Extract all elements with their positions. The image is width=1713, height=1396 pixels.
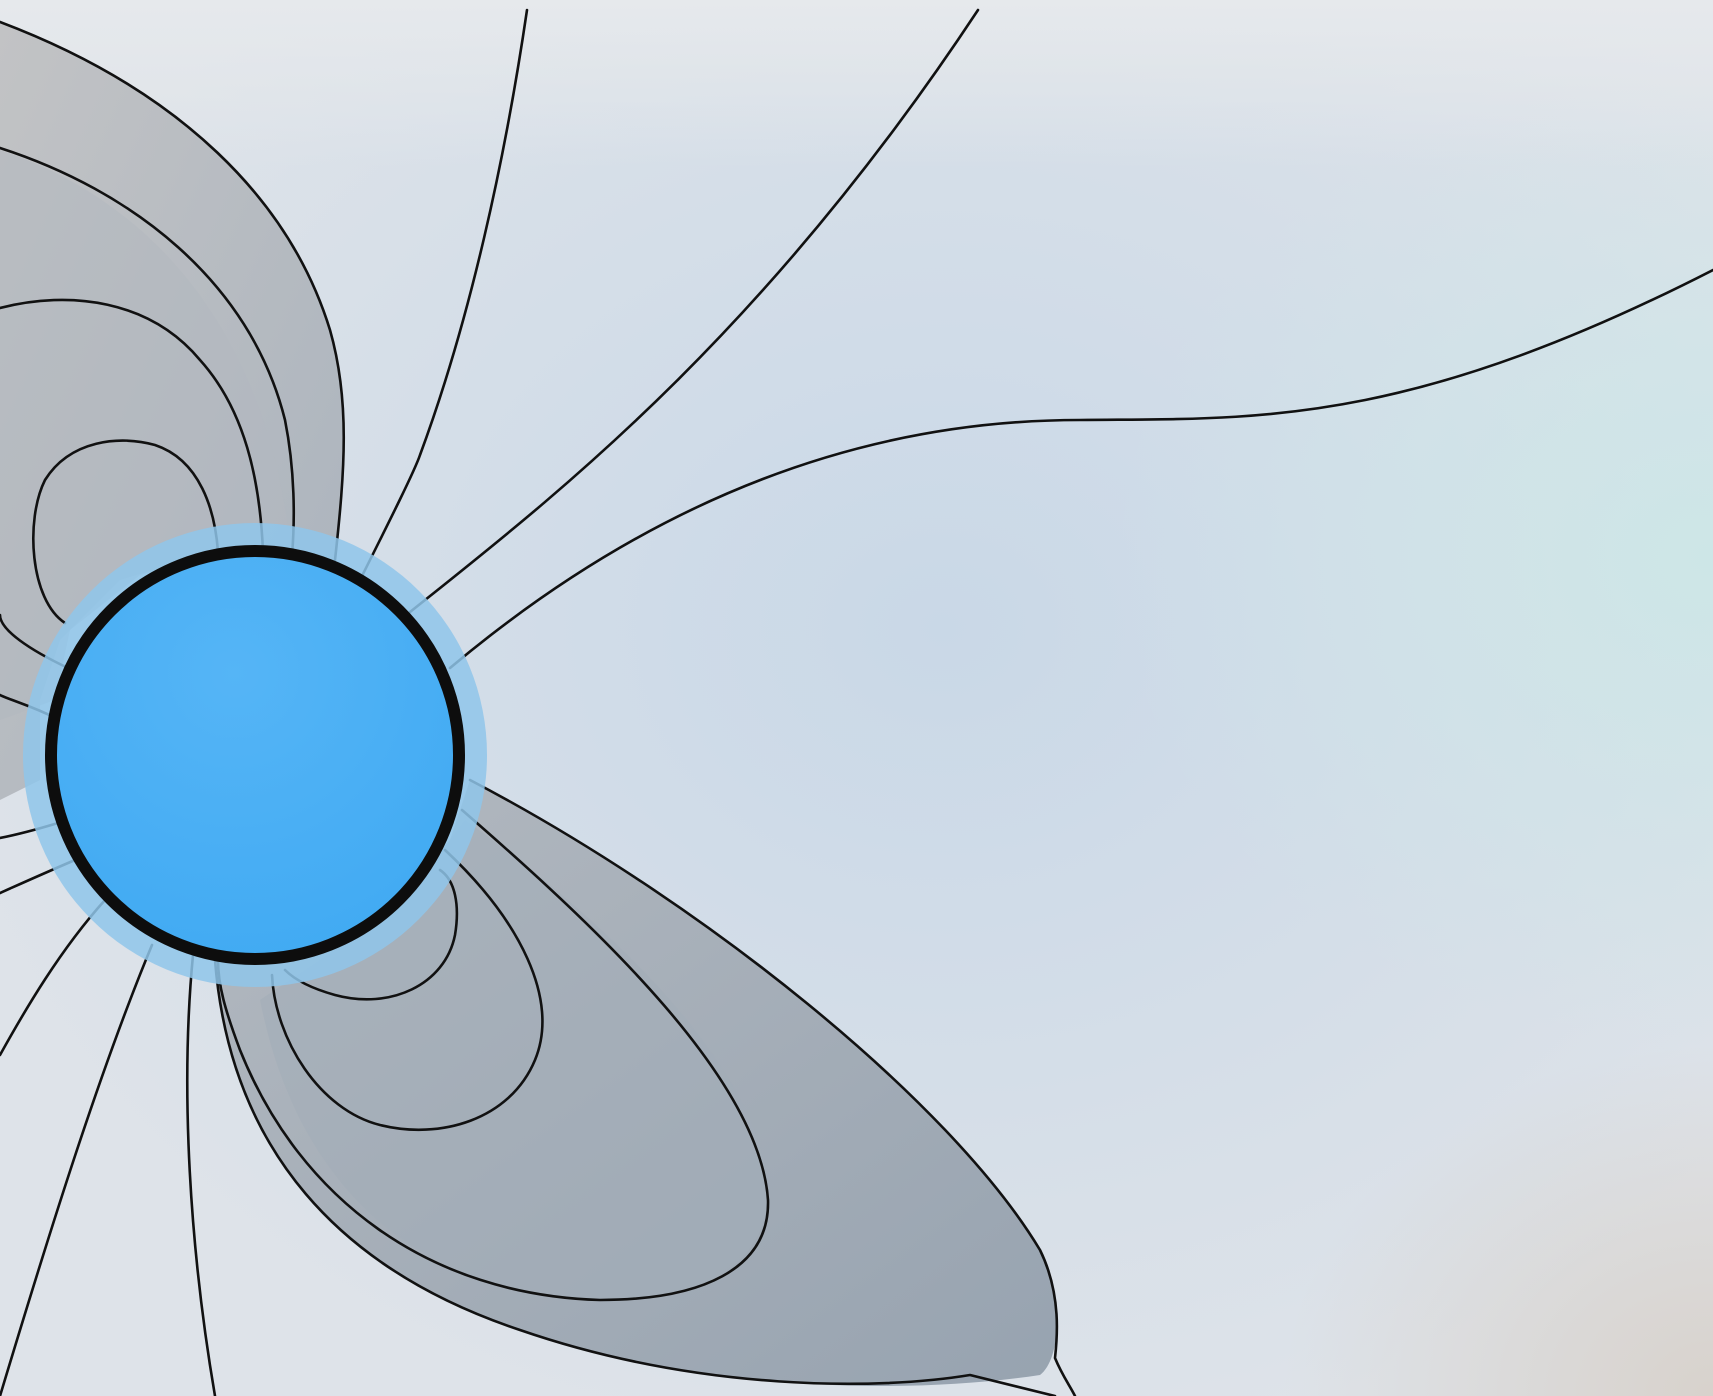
field-line-down-2 (186, 953, 217, 1396)
field-line-lower-right-loop-1 (283, 868, 459, 1001)
field-line-lower-right-loop-3 (216, 808, 770, 1302)
field-line-upper-left-loop-2b (0, 298, 265, 554)
field-line-right-1 (448, 268, 1713, 670)
sphere (45, 545, 465, 965)
field-line-upper-left-loop-3b (0, 146, 296, 557)
field-line-lower-right-outer-2 (213, 958, 1057, 1396)
field-line-upper-left-loop-1 (32, 439, 220, 625)
upper-left-inner-shade (0, 150, 292, 720)
field-line-lower-right-outer (468, 778, 1077, 1396)
field-line-down-1 (0, 943, 154, 1396)
field-line-upper-left-outer (0, 20, 346, 562)
field-line-up-1 (360, 8, 529, 578)
field-line-lower-right-loop-2 (270, 848, 544, 1132)
field-line-left-3 (0, 898, 107, 1057)
field-line-up-2 (408, 8, 980, 614)
